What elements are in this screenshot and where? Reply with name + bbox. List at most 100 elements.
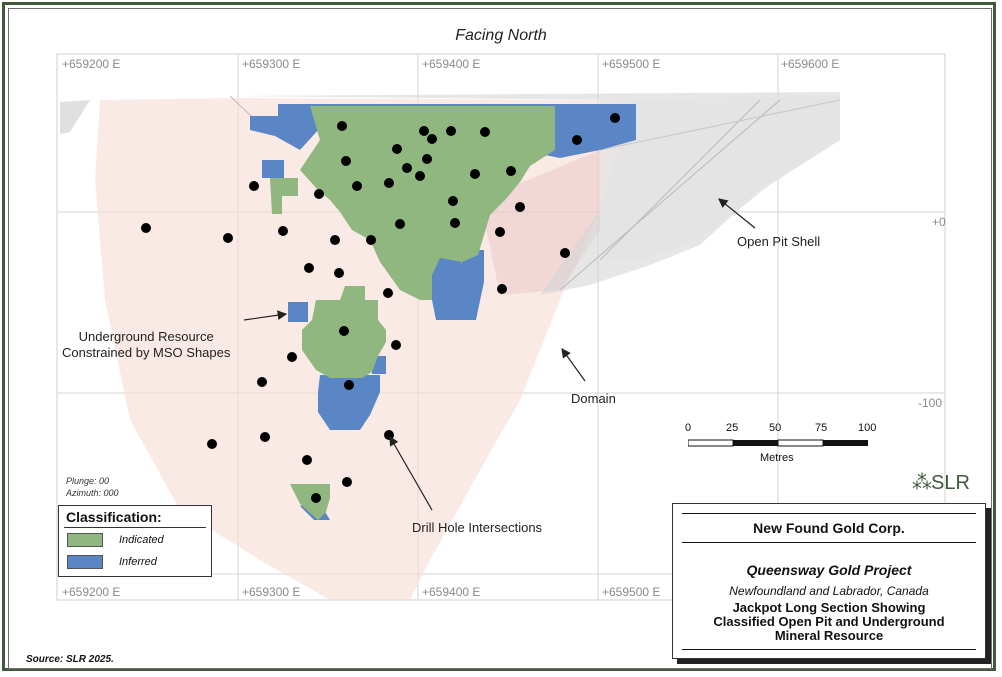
easting-label-bottom: +659200 E [62,585,121,599]
scale-bar: 0 25 50 75 100 Metres [685,422,908,472]
source-note: Source: SLR 2025. [26,654,114,665]
easting-label-top: +659300 E [242,57,301,71]
drill-hole-point [560,248,570,258]
drill-hole-point [448,196,458,206]
drill-hole-point [450,218,460,228]
drill-hole-point [384,430,394,440]
drill-hole-point [207,439,217,449]
open-pit-shell [60,92,841,295]
drill-hole-point [337,121,347,131]
drill-hole-point [334,268,344,278]
drill-hole-point [342,477,352,487]
map-boundary [56,53,946,601]
scale-tick-label: 25 [726,422,739,434]
drill-hole-point [572,135,582,145]
scale-tick-label: 0 [685,422,692,434]
drill-hole-point [352,181,362,191]
slr-logo-mark-icon: ⁂ [912,472,932,494]
drill-hole-point [278,226,288,236]
drill-hole-point [402,163,412,173]
drill-hole-point [249,181,259,191]
easting-label-top: +659400 E [422,57,481,71]
drill-hole-point [311,493,321,503]
drill-hole-point [304,263,314,273]
scale-bar-graphic [688,439,868,447]
drill-hole-point [302,455,312,465]
legend-divider [64,527,206,528]
plunge-text: Plunge: 00 [66,476,110,486]
legend-title: Classification: [66,509,162,525]
drill-hole-intersections [141,113,620,503]
drill-hole-point [480,127,490,137]
drill-hole-point [344,380,354,390]
figure-description: Jackpot Long Section Showing Classified … [713,600,945,643]
easting-label-top: +659500 E [602,57,661,71]
inferred-label: Inferred [119,556,157,568]
easting-label-bottom: +659400 E [422,585,481,599]
drill-hole-point [506,166,516,176]
drill-hole-point [287,352,297,362]
drill-hole-point [470,169,480,179]
drill-hole-leader [389,435,433,511]
drill-hole-point [610,113,620,123]
drill-hole-point [223,233,233,243]
drill-hole-point [419,126,429,136]
drill-hole-point [260,432,270,442]
drill-hole-point [141,223,151,233]
classification-legend: Classification: Indicated Inferred [58,505,212,577]
drill-hole-point [415,171,425,181]
company-name: New Found Gold Corp. [753,520,905,536]
slr-logo-text: SLR [931,472,970,494]
view-orientation: Plunge: 00 Azimuth: 000 [66,475,119,499]
inferred-swatch [67,555,103,569]
map-frame [8,8,992,669]
scale-tick-label: 50 [769,422,782,434]
project-name: Queensway Gold Project [746,562,912,578]
drill-hole-point [330,235,340,245]
elevation-label: -100 [918,396,943,410]
drill-hole-point [395,219,405,229]
indicated-swatch [67,533,103,547]
drill-hole-point [422,154,432,164]
easting-label-bottom: +659300 E [242,585,301,599]
underground-leader [243,310,288,321]
callout-leaders [243,198,756,511]
drill-hole-point [427,134,437,144]
drill-hole-point [257,377,267,387]
drill-hole-point [515,202,525,212]
scale-unit: Metres [760,452,794,464]
drill-hole-point [383,288,393,298]
drill-hole-callout: Drill Hole Intersections [412,520,543,535]
domain-leader [561,348,586,382]
drill-hole-point [446,126,456,136]
domain-callout: Domain [571,391,616,406]
easting-label-top: +659600 E [781,57,840,71]
underground-resource-callout: Underground Resource Constrained by MSO … [62,329,231,360]
title-block-rule [682,649,976,650]
drill-hole-point [314,189,324,199]
drill-hole-point [391,340,401,350]
drill-hole-point [497,284,507,294]
drill-hole-point [366,235,376,245]
scale-tick-label: 75 [815,422,828,434]
project-location: Newfoundland and Labrador, Canada [729,584,929,598]
indicated-label: Indicated [119,534,164,546]
drill-hole-point [384,178,394,188]
open-pit-leader [718,198,756,229]
scale-tick-label: 100 [858,422,877,434]
drill-hole-point [392,144,402,154]
open-pit-shell-callout: Open Pit Shell [737,234,821,249]
easting-label-top: +659200 E [62,57,121,71]
view-title: Facing North [455,27,547,44]
title-block: New Found Gold Corp. Queensway Gold Proj… [672,503,986,659]
slr-logo: ⁂SLR [912,470,970,495]
drill-hole-point [339,326,349,336]
azimuth-text: Azimuth: 000 [66,488,119,498]
elevation-label: +0 [932,215,946,229]
drill-hole-point [341,156,351,166]
easting-label-bottom: +659500 E [602,585,661,599]
title-block-rule [682,513,976,514]
title-block-rule [682,542,976,543]
drill-hole-point [495,227,505,237]
